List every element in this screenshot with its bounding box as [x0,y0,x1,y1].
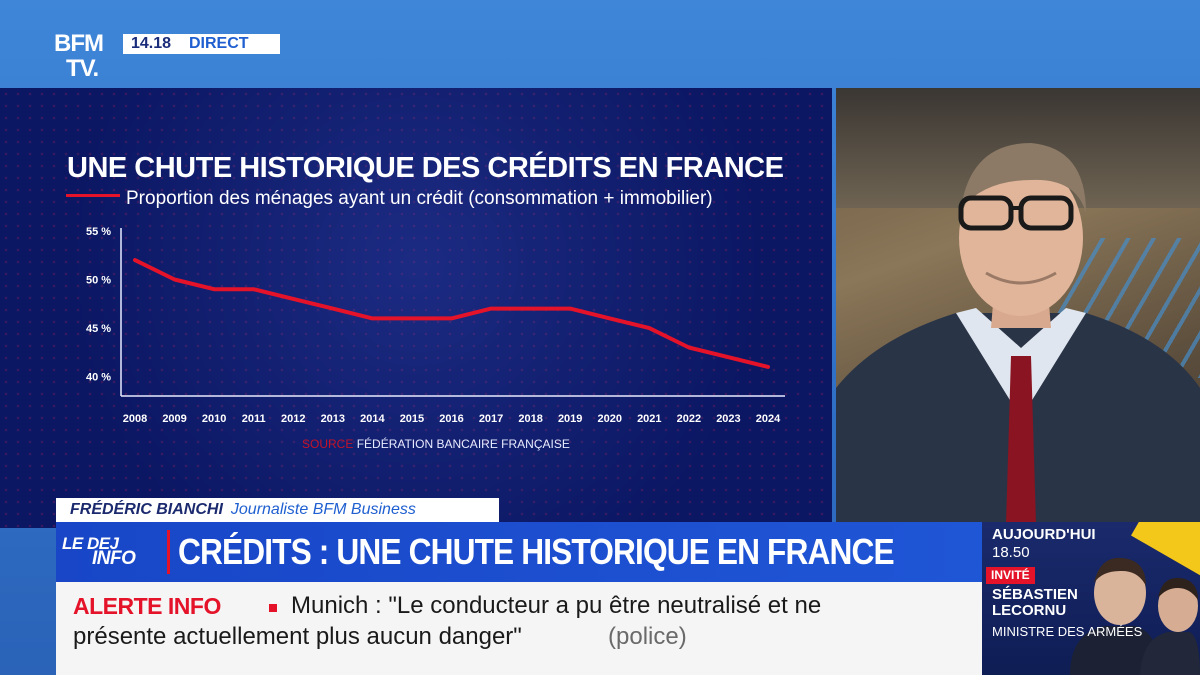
y-tick-label: 50 % [86,275,111,287]
x-tick-label: 2018 [518,413,542,425]
x-tick-label: 2017 [479,413,503,425]
chart-source: SOURCE FÉDÉRATION BANCAIRE FRANÇAISE [302,437,570,451]
bfmtv-logo: BFM TV. [54,32,116,84]
x-tick-label: 2023 [716,413,740,425]
chart-subtitle: Proportion des ménages ayant un crédit (… [126,188,713,209]
time-badge: 14.18 DIRECT [123,34,280,54]
presenter-image [836,143,1200,524]
x-tick-label: 2024 [756,413,781,425]
x-tick-label: 2008 [123,413,147,425]
chart-title: UNE CHUTE HISTORIQUE DES CRÉDITS EN FRAN… [67,152,784,184]
promo-day: AUJOURD'HUI [992,526,1096,543]
studio-camera-view [836,88,1200,524]
legend-line-swatch [66,194,120,197]
x-tick-label: 2011 [242,413,266,425]
promo-guest-name: SÉBASTIEN LECORNU [992,586,1078,619]
name-strap: FRÉDÉRIC BIANCHI Journaliste BFM Busines… [56,498,499,522]
y-tick-label: 45 % [86,323,111,335]
promo-time: 18.50 [992,544,1030,561]
promo-guest-tag: INVITÉ [986,567,1035,584]
line-chart: 55 % 50 % 45 % 40 % 2008 2009 2010 2011 2012 2013… [86,226,785,425]
speaker-name: FRÉDÉRIC BIANCHI [70,501,223,518]
promo-guest-role: MINISTRE DES ARMÉES [992,624,1143,639]
guest-photo [1070,557,1200,675]
headline-separator [167,530,170,574]
x-tick-label: 2014 [360,413,385,425]
headline-text: CRÉDITS : UNE CHUTE HISTORIQUE EN FRANCE [178,531,895,572]
speaker-role: Journaliste BFM Business [230,501,416,518]
x-tick-label: 2020 [598,413,622,425]
y-tick-label: 55 % [86,226,111,238]
x-tick-label: 2013 [321,413,345,425]
x-tick-label: 2021 [637,413,661,425]
alert-text-line2: présente actuellement plus aucun danger" [73,623,522,650]
alert-label: ALERTE INFO [73,593,221,619]
alert-square-icon [269,604,277,612]
alert-text-line1: Munich : "Le conducteur a pu être neutra… [291,592,822,619]
guest-promo: AUJOURD'HUI 18.50 INVITÉ SÉBASTIEN LECOR… [982,522,1200,675]
x-tick-label: 2009 [162,413,186,425]
show-logo-line1: LE DEJ [62,534,119,553]
x-tick-label: 2019 [558,413,582,425]
source-name: FÉDÉRATION BANCAIRE FRANÇAISE [356,437,570,451]
source-label: SOURCE [302,437,354,451]
x-tick-label: 2022 [677,413,701,425]
show-logo-line2: INFO [92,548,136,569]
x-tick-label: 2010 [202,413,226,425]
logo-line2: TV. [66,55,99,82]
alert-ticker: ALERTE INFO Munich : "Le conducteur a pu… [56,582,982,675]
headline-bar: LE DEJ INFO CRÉDITS : UNE CHUTE HISTORIQ… [56,522,982,582]
alert-source: (police) [608,623,687,650]
series-line [133,258,770,369]
show-logo: LE DEJ INFO [62,534,162,570]
logo-line1: BFM [54,30,104,57]
live-label: DIRECT [189,35,249,52]
x-tick-label: 2012 [281,413,305,425]
x-tick-label: 2016 [439,413,463,425]
x-tick-label: 2015 [400,413,424,425]
y-tick-label: 40 % [86,372,111,384]
clock-time: 14.18 [131,35,172,52]
chart-panel: UNE CHUTE HISTORIQUE DES CRÉDITS EN FRAN… [0,88,832,528]
